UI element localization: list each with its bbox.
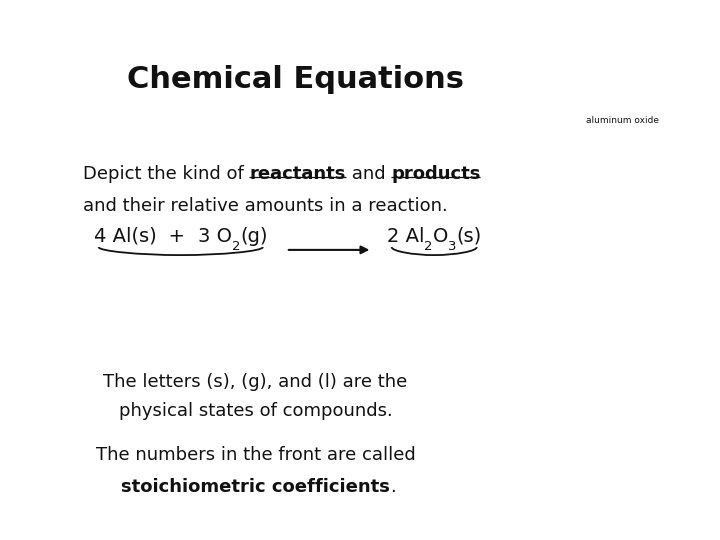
Text: The letters (s), (g), and (l) are the: The letters (s), (g), and (l) are the [104,373,408,390]
Text: aluminum oxide: aluminum oxide [586,116,660,125]
Text: 3 O: 3 O [198,227,232,246]
Text: (g): (g) [240,227,268,246]
Text: physical states of compounds.: physical states of compounds. [119,402,392,420]
Text: reactants: reactants [249,165,346,183]
Text: The numbers in the front are called: The numbers in the front are called [96,446,415,463]
Text: Depict the kind of: Depict the kind of [83,165,249,183]
Text: and: and [346,165,391,183]
Text: 2: 2 [232,240,240,253]
Text: 2: 2 [424,240,433,253]
Text: .: . [390,478,396,496]
Text: (s): (s) [456,227,482,246]
Text: 2 Al: 2 Al [387,227,424,246]
Text: O: O [433,227,448,246]
Text: and their relative amounts in a reaction.: and their relative amounts in a reaction… [83,197,448,215]
Text: 3: 3 [448,240,456,253]
Text: products: products [391,165,480,183]
Text: stoichiometric coefficients: stoichiometric coefficients [121,478,390,496]
Text: 4 Al(s): 4 Al(s) [94,227,156,246]
Text: Chemical Equations: Chemical Equations [127,65,464,94]
Text: +: + [156,227,198,246]
